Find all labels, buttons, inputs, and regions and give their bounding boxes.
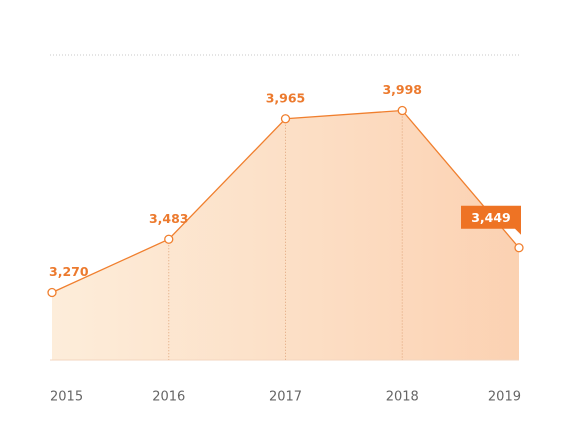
x-tick-label: 2017 xyxy=(269,390,302,405)
data-label: 3,483 xyxy=(149,211,189,226)
point xyxy=(514,243,524,253)
data-label: 3,998 xyxy=(382,82,422,97)
data-label: 3,965 xyxy=(266,90,306,105)
data-label: 3,449 xyxy=(471,210,511,225)
highlight-box xyxy=(461,205,521,235)
area xyxy=(52,110,519,360)
x-tick-label: 2018 xyxy=(386,390,419,405)
plot: 2015 2016 2017 2018 2019 3,270 3,483 3,965 3,998… xyxy=(47,82,524,405)
point xyxy=(397,105,407,116)
point xyxy=(164,234,174,244)
x-tick-label: 2015 xyxy=(50,390,83,405)
point xyxy=(47,287,57,298)
x-tick-label: 2016 xyxy=(152,390,185,405)
x-tick-label: 2019 xyxy=(488,390,521,405)
point xyxy=(280,114,291,124)
data-label: 3,270 xyxy=(49,264,89,279)
